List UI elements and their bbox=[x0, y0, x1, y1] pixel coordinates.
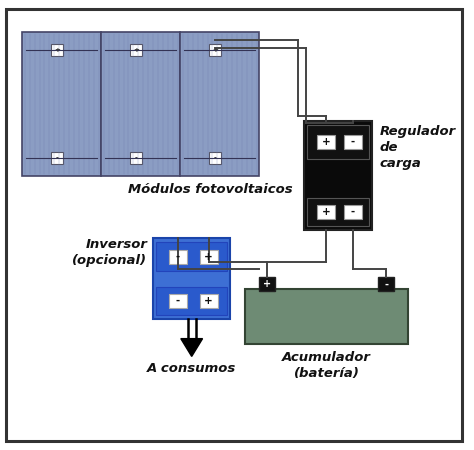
Text: -: - bbox=[176, 252, 180, 261]
Text: Inversor
(opcional): Inversor (opcional) bbox=[72, 238, 147, 267]
Bar bbox=[307, 198, 369, 226]
Bar bbox=[156, 287, 227, 315]
Text: Módulos fotovoltaicos: Módulos fotovoltaicos bbox=[128, 184, 293, 197]
Text: +: + bbox=[212, 47, 219, 53]
Bar bbox=[307, 125, 369, 159]
Text: -: - bbox=[351, 207, 355, 217]
Bar bbox=[130, 44, 142, 56]
Text: -: - bbox=[214, 155, 217, 161]
Bar bbox=[153, 238, 230, 319]
Bar bbox=[169, 250, 187, 264]
Text: Acumulador
(batería): Acumulador (batería) bbox=[282, 351, 371, 381]
FancyArrow shape bbox=[181, 339, 202, 356]
Text: +: + bbox=[321, 137, 330, 147]
Bar bbox=[259, 277, 275, 291]
Text: +: + bbox=[204, 296, 213, 306]
Bar bbox=[378, 277, 394, 291]
Bar bbox=[51, 44, 63, 56]
Bar bbox=[317, 135, 335, 149]
Text: -: - bbox=[56, 155, 59, 161]
Bar bbox=[317, 205, 335, 219]
Bar bbox=[101, 32, 180, 176]
Bar bbox=[344, 135, 362, 149]
Text: -: - bbox=[135, 155, 138, 161]
Bar bbox=[344, 205, 362, 219]
Text: +: + bbox=[263, 279, 271, 289]
Bar bbox=[210, 44, 221, 56]
Bar bbox=[22, 32, 101, 176]
Text: +: + bbox=[133, 47, 139, 53]
Text: +: + bbox=[321, 207, 330, 217]
Text: -: - bbox=[384, 279, 388, 289]
Text: +: + bbox=[55, 47, 60, 53]
Text: -: - bbox=[351, 137, 355, 147]
Bar bbox=[200, 250, 218, 264]
Bar bbox=[304, 121, 372, 230]
Text: -: - bbox=[176, 296, 180, 306]
Bar bbox=[180, 32, 259, 176]
Bar bbox=[169, 294, 187, 308]
Bar bbox=[245, 289, 408, 343]
Bar bbox=[200, 294, 218, 308]
Text: A consumos: A consumos bbox=[147, 362, 237, 375]
Text: Regulador
de
carga: Regulador de carga bbox=[379, 125, 456, 170]
Bar bbox=[130, 152, 142, 164]
Bar bbox=[51, 152, 63, 164]
Bar bbox=[210, 152, 221, 164]
Text: +: + bbox=[204, 252, 213, 261]
Bar bbox=[156, 242, 227, 271]
